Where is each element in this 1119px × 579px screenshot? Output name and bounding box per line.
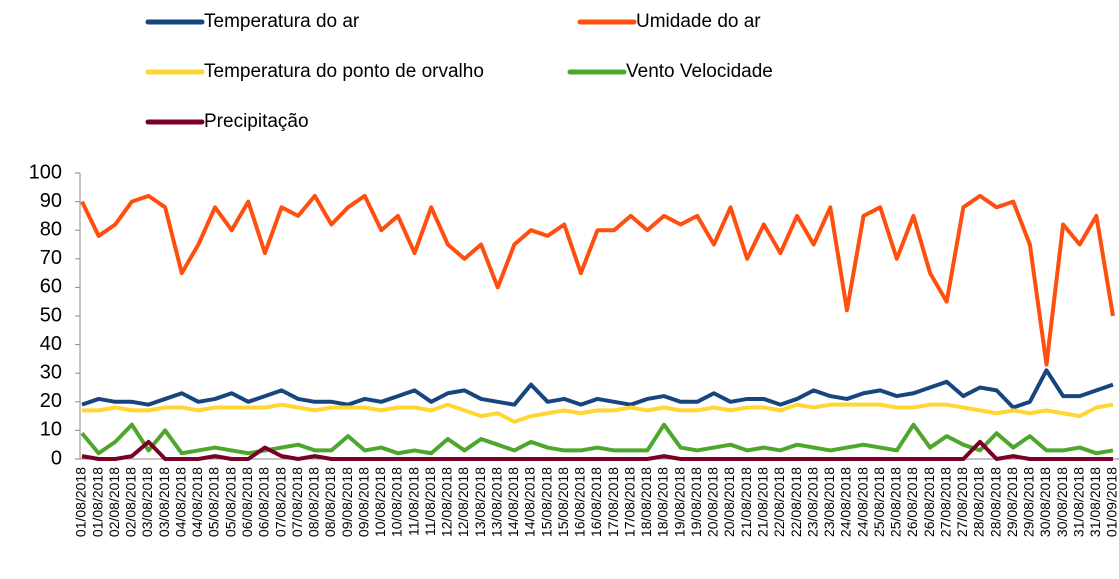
x-tick-label: 13/08/2018 <box>472 467 488 537</box>
x-tick-label: 15/08/2018 <box>555 467 571 537</box>
y-tick-label: 0 <box>51 447 62 469</box>
x-tick-label: 10/08/2018 <box>389 467 405 537</box>
x-tick-label: 31/08/2018 <box>1087 467 1103 537</box>
x-tick-label: 06/08/2018 <box>239 467 255 537</box>
x-tick-label: 24/08/2018 <box>838 467 854 537</box>
y-tick-label: 100 <box>29 161 62 183</box>
legend-label: Precipitação <box>204 111 309 132</box>
x-tick-label: 30/08/2018 <box>1037 467 1053 537</box>
x-tick-label: 12/08/2018 <box>439 467 455 537</box>
x-tick-label: 20/08/2018 <box>721 467 737 537</box>
x-tick-label: 20/08/2018 <box>705 467 721 537</box>
x-tick-label: 01/08/2018 <box>73 467 89 537</box>
y-tick-label: 40 <box>40 333 62 355</box>
legend-entry: Temperatura do ar <box>145 11 360 32</box>
x-tick-label: 14/08/2018 <box>522 467 538 537</box>
x-tick-label: 02/08/2018 <box>106 467 122 537</box>
y-tick-label: 60 <box>40 276 62 298</box>
x-tick-label: 30/08/2018 <box>1054 467 1070 537</box>
x-tick-label: 26/08/2018 <box>921 467 937 537</box>
x-tick-label: 22/08/2018 <box>788 467 804 537</box>
x-tick-label: 27/08/2018 <box>937 467 953 537</box>
x-tick-label: 06/08/2018 <box>256 467 272 537</box>
x-tick-label: 29/08/2018 <box>1021 467 1037 537</box>
x-tick-label: 07/08/2018 <box>289 467 305 537</box>
x-tick-label: 12/08/2018 <box>455 467 471 537</box>
legend-label: Temperatura do ponto de orvalho <box>204 61 484 82</box>
x-tick-label: 08/08/2018 <box>306 467 322 537</box>
x-tick-label: 02/08/2018 <box>123 467 139 537</box>
x-tick-label: 25/08/2018 <box>871 467 887 537</box>
x-tick-label: 16/08/2018 <box>572 467 588 537</box>
series-line <box>80 193 1115 367</box>
x-tick-label: 09/08/2018 <box>339 467 355 537</box>
x-tick-label: 21/08/2018 <box>738 467 754 537</box>
y-tick-label: 20 <box>40 390 62 412</box>
x-tick-label: 24/08/2018 <box>854 467 870 537</box>
x-tick-label: 09/08/2018 <box>355 467 371 537</box>
x-tick-label: 21/08/2018 <box>754 467 770 537</box>
y-tick-label: 50 <box>40 304 62 326</box>
x-tick-label: 13/08/2018 <box>488 467 504 537</box>
x-tick-label: 18/08/2018 <box>638 467 654 537</box>
x-tick-label: 14/08/2018 <box>505 467 521 537</box>
x-tick-label: 11/08/2018 <box>422 467 438 536</box>
x-tick-label: 26/08/2018 <box>904 467 920 537</box>
x-tick-label: 03/08/2018 <box>156 467 172 537</box>
x-tick-label: 31/08/2018 <box>1070 467 1086 537</box>
x-tick-label: 25/08/2018 <box>888 467 904 537</box>
x-tick-label: 03/08/2018 <box>139 467 155 537</box>
series-line <box>80 422 1114 456</box>
x-tick-label: 17/08/2018 <box>605 467 621 537</box>
x-tick-label: 01/09/2018 <box>1104 467 1119 537</box>
x-tick-label: 23/08/2018 <box>804 467 820 537</box>
y-tick-label: 90 <box>40 190 62 212</box>
legend-entry: Precipitação <box>145 111 309 132</box>
series-line <box>82 402 1114 424</box>
x-tick-label: 22/08/2018 <box>771 467 787 537</box>
x-tick-label: 04/08/2018 <box>172 467 188 537</box>
x-tick-label: 05/08/2018 <box>206 467 222 537</box>
series-line <box>81 439 1113 461</box>
legend-label: Temperatura do ar <box>204 11 360 32</box>
x-tick-label: 28/08/2018 <box>987 467 1003 537</box>
x-tick-label: 16/08/2018 <box>588 467 604 537</box>
y-tick-label: 30 <box>40 361 62 383</box>
x-tick-label: 08/08/2018 <box>322 467 338 537</box>
x-tick-label: 27/08/2018 <box>954 467 970 537</box>
series-line <box>81 368 1114 410</box>
x-tick-label: 17/08/2018 <box>621 467 637 537</box>
x-tick-label: 28/08/2018 <box>971 467 987 537</box>
x-tick-label: 19/08/2018 <box>671 467 687 537</box>
x-tick-label: 15/08/2018 <box>538 467 554 537</box>
x-tick-label: 19/08/2018 <box>688 467 704 537</box>
x-tick-label: 23/08/2018 <box>821 467 837 537</box>
x-tick-label: 10/08/2018 <box>372 467 388 537</box>
x-tick-label: 29/08/2018 <box>1004 467 1020 537</box>
y-tick-label: 10 <box>40 419 62 441</box>
y-tick-label: 80 <box>40 218 62 240</box>
y-tick-label: 70 <box>40 247 62 269</box>
x-tick-label: 11/08/2018 <box>405 467 421 536</box>
legend-entry: Temperatura do ponto de orvalho <box>145 61 484 82</box>
x-tick-label: 01/08/2018 <box>89 467 105 537</box>
legend-label: Umidade do ar <box>636 11 761 32</box>
legend-entry: Umidade do ar <box>577 11 761 32</box>
legend-label: Vento Velocidade <box>626 61 773 82</box>
x-tick-label: 18/08/2018 <box>655 467 671 537</box>
legend-entry: Vento Velocidade <box>567 61 773 82</box>
x-tick-label: 05/08/2018 <box>222 467 238 537</box>
x-tick-label: 04/08/2018 <box>189 467 205 537</box>
x-tick-label: 07/08/2018 <box>272 467 288 537</box>
